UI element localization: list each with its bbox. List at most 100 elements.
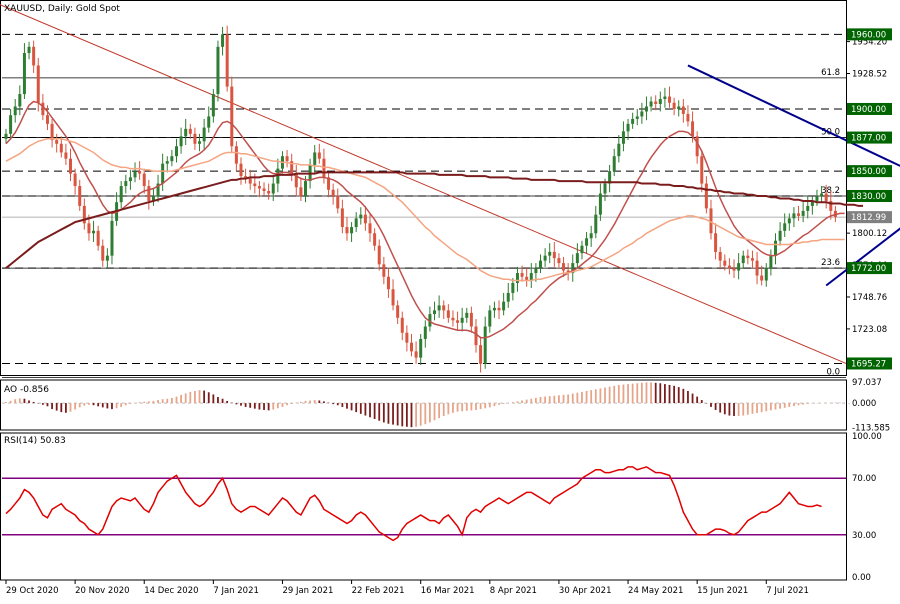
- candle-body: [483, 326, 487, 364]
- candle-body: [677, 106, 681, 109]
- candle-body: [345, 227, 349, 234]
- candle-body: [82, 205, 86, 224]
- candle-body: [151, 195, 155, 201]
- candle-body: [230, 86, 234, 147]
- candle-body: [750, 258, 754, 261]
- candle-body: [373, 233, 377, 246]
- current-price-label: 1812.99: [851, 213, 886, 223]
- ma-line-0: [5, 100, 845, 339]
- candle-body: [105, 255, 109, 261]
- candle-body: [382, 264, 386, 277]
- price-tag-box: [847, 165, 892, 178]
- candle-body: [271, 183, 275, 194]
- candle-body: [299, 187, 303, 196]
- y-tick-label: 1928.52: [852, 70, 887, 80]
- current-price-box: [847, 211, 892, 224]
- candle-body: [709, 208, 713, 234]
- price-tag-label: 1900.00: [851, 105, 886, 115]
- ma-line-1: [5, 138, 845, 282]
- candle-body: [234, 146, 238, 164]
- x-tick-label: 15 Jun 2021: [697, 586, 748, 596]
- price-tag-box: [847, 357, 892, 370]
- candle-body: [22, 53, 26, 95]
- candle-body: [202, 127, 206, 142]
- candle-body: [783, 223, 787, 231]
- candle-body: [580, 245, 584, 254]
- price-tag-label: 1877.00: [851, 134, 886, 144]
- candle-body: [552, 251, 556, 259]
- candle-body: [92, 230, 96, 234]
- candle-body: [787, 218, 791, 224]
- x-tick-label: 29 Oct 2020: [6, 586, 59, 596]
- candle-body: [691, 121, 695, 137]
- candle-body: [594, 214, 598, 234]
- candle-body: [502, 301, 506, 311]
- candle-body: [142, 173, 146, 187]
- candle-body: [773, 240, 777, 256]
- candle-body: [829, 200, 833, 211]
- x-tick-label: 30 Apr 2021: [559, 586, 612, 596]
- candle-body: [423, 326, 427, 339]
- candle-body: [331, 189, 335, 196]
- price-tag-box: [847, 131, 892, 144]
- candle-body: [497, 307, 501, 311]
- rsi-indicator-label: RSI(14) 50.83: [4, 436, 66, 446]
- candle-body: [529, 273, 533, 281]
- candle-body: [377, 245, 381, 265]
- candle-body: [304, 181, 308, 196]
- candle-body: [45, 115, 49, 124]
- candle-body: [764, 268, 768, 281]
- candle-body: [612, 156, 616, 172]
- diagonal-trendline: [0, 4, 847, 364]
- candle-body: [700, 156, 704, 184]
- candles-group: [4, 25, 837, 373]
- fib-label: 61.8: [821, 68, 840, 78]
- candle-body: [474, 326, 478, 346]
- candle-body: [396, 305, 400, 318]
- candle-body: [128, 177, 132, 182]
- candle-body: [746, 255, 750, 259]
- price-tag-label: 1960.00: [851, 30, 886, 40]
- triangle-lower-line: [825, 227, 900, 287]
- candle-body: [285, 156, 289, 162]
- candle-body: [124, 181, 128, 187]
- candle-body: [55, 140, 59, 144]
- candle-body: [446, 310, 450, 318]
- y-tick-label: 1748.76: [852, 293, 887, 303]
- candle-body: [778, 230, 782, 241]
- candle-body: [732, 268, 736, 271]
- rsi-tick-label: 70.00: [852, 474, 876, 484]
- candle-body: [433, 310, 437, 315]
- candle-body: [27, 46, 31, 54]
- candle-body: [119, 186, 123, 203]
- candle-body: [101, 245, 105, 261]
- candle-body: [419, 338, 423, 358]
- candle-body: [810, 200, 814, 206]
- candle-body: [13, 106, 17, 116]
- candle-body: [575, 253, 579, 264]
- candle-body: [36, 65, 40, 103]
- candle-body: [276, 168, 280, 184]
- candle-body: [737, 263, 741, 271]
- candle-body: [479, 345, 483, 364]
- candle-body: [216, 46, 220, 95]
- candle-body: [294, 173, 298, 188]
- x-tick-label: 14 Dec 2020: [144, 586, 198, 596]
- candle-body: [391, 289, 395, 306]
- candle-body: [451, 317, 455, 321]
- candle-body: [225, 34, 229, 87]
- candle-body: [663, 96, 667, 100]
- ao-tick-label: -113.585: [852, 424, 890, 434]
- candle-body: [257, 186, 261, 189]
- candle-body: [336, 195, 340, 209]
- candle-body: [640, 111, 644, 117]
- candle-body: [354, 218, 358, 228]
- candle-body: [492, 307, 496, 311]
- candle-body: [386, 276, 390, 290]
- candle-body: [50, 123, 54, 141]
- price-tag-box: [847, 28, 892, 41]
- candle-body: [727, 265, 731, 269]
- price-tag-label: 1772.00: [851, 264, 886, 274]
- ao-tick-label: 97.037: [852, 378, 882, 388]
- rsi-line: [5, 466, 822, 542]
